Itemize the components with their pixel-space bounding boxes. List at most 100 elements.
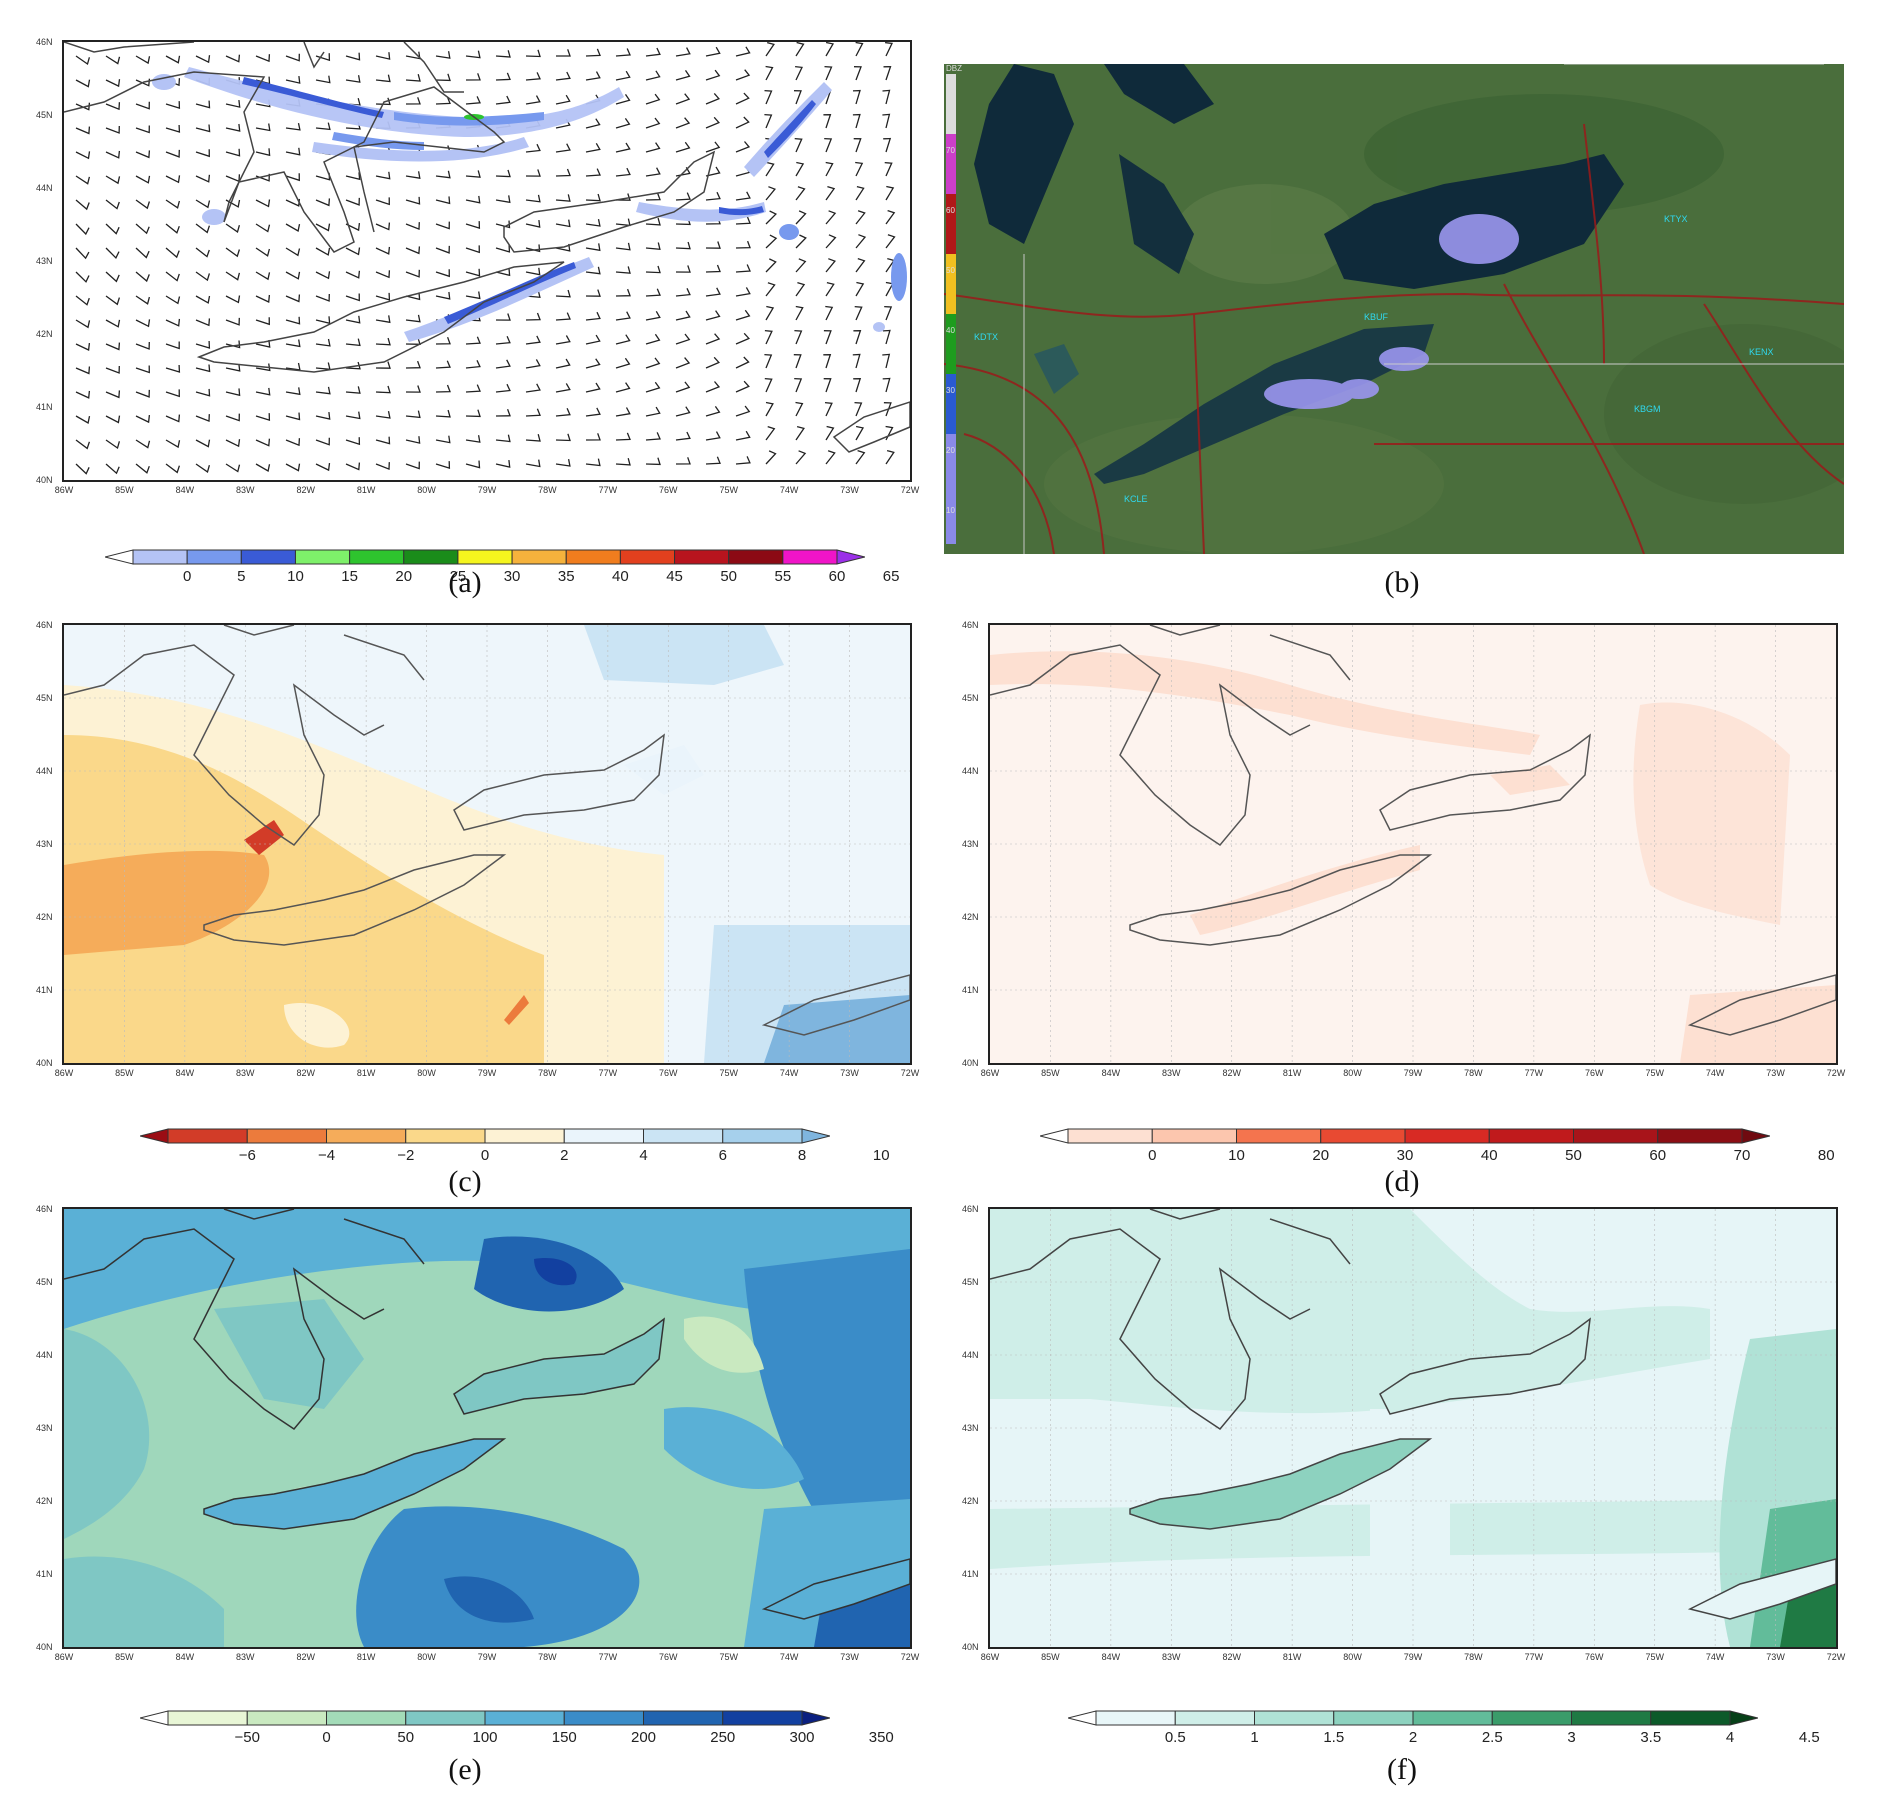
wind-barb [405, 314, 421, 323]
wind-barb [495, 434, 511, 443]
wind-barb [105, 247, 120, 260]
wind-barb [135, 101, 150, 110]
wind-barb [135, 463, 150, 474]
lon-tick-label: 82W [296, 1068, 315, 1078]
wind-barb [585, 433, 601, 441]
colorbar-extend-low [1068, 1710, 1097, 1726]
panel-c: 46N 45N 44N 43N 42N 41N 40N 86W 85W 84W 83W 82W 81W… [0, 615, 940, 1205]
colorbar-tick-label: 250 [710, 1729, 736, 1746]
colorbar-segment [722, 1710, 803, 1726]
lat-tick-label: 44N [36, 766, 53, 776]
wind-barb [823, 330, 832, 345]
lon-tick-label: 77W [598, 1652, 618, 1662]
lon-tick-label: 77W [1524, 1652, 1544, 1662]
wind-barb [345, 293, 360, 302]
wind-barb [585, 48, 601, 57]
panel-b: DBZ 80 70 60 50 40 30 20 10 KDTX KBUF KTYX KBGM KEN… [940, 0, 1884, 599]
wind-barb [825, 258, 836, 273]
colorbar-segment [186, 549, 242, 565]
wind-barb [255, 438, 271, 447]
wind-barb [645, 47, 661, 57]
colorbar-tick-label: 10 [1228, 1147, 1245, 1164]
wind-barb [435, 96, 451, 105]
lon-tick-label: 82W [1222, 1068, 1241, 1078]
wind-barb [555, 312, 571, 321]
wind-barb [645, 432, 661, 441]
wind-barb [765, 401, 774, 417]
wind-barb [884, 161, 893, 177]
colorbar-tick-label: 3 [1567, 1729, 1576, 1746]
wind-barb [645, 192, 661, 201]
wind-barb [765, 210, 778, 225]
panel-f-colorbar [1068, 1710, 1758, 1726]
wind-barb [525, 220, 541, 228]
wind-barb [105, 199, 120, 210]
wind-barb [555, 433, 571, 442]
wind-barb [375, 292, 391, 301]
lon-tick-label: 80W [417, 1652, 436, 1662]
colorbar-segment [1657, 1128, 1743, 1144]
wind-barb [345, 52, 361, 61]
wind-barb [465, 268, 481, 277]
colorbar-segment [132, 549, 188, 565]
wind-barb [585, 311, 601, 321]
wind-barb [883, 66, 892, 81]
wind-barb [135, 199, 151, 210]
wind-barb [585, 407, 601, 417]
wind-barb [225, 54, 241, 63]
colorbar-segment [326, 1710, 407, 1726]
wind-barb [465, 245, 480, 254]
wind-barb [345, 270, 361, 279]
lat-tick-label: 45N [36, 110, 53, 120]
wind-barb [375, 270, 391, 279]
wind-barb [195, 364, 211, 373]
colorbar-tick-label: −6 [238, 1147, 256, 1164]
wind-barb [794, 377, 803, 393]
radar-station-label: KBUF [1364, 312, 1389, 322]
radar-tick-label: 70 [946, 146, 955, 155]
wind-barb [705, 356, 720, 369]
wind-barb [345, 223, 361, 232]
colorbar-segment [246, 1710, 327, 1726]
wind-barb [375, 361, 391, 369]
lat-tick-label: 45N [36, 1277, 53, 1287]
colorbar-extend-high [801, 1710, 830, 1726]
wind-barb [585, 142, 601, 153]
lat-tick-label: 42N [36, 912, 53, 922]
wind-barb [345, 462, 361, 471]
wind-barb [195, 124, 211, 133]
wind-barb [645, 357, 661, 369]
grid-lines [990, 1209, 1836, 1647]
wind-barb [495, 95, 511, 105]
wind-barb [585, 458, 601, 467]
wind-barb [165, 341, 180, 350]
lon-tick-label: 73W [840, 1068, 859, 1078]
lon-tick-label: 81W [356, 1652, 376, 1662]
lat-tick-label: 43N [962, 1423, 979, 1433]
panel-a: 46N 45N 44N 43N 42N 41N 40N 86W 85W 84W 83W 82W 81W… [0, 0, 940, 599]
wind-barb [375, 436, 391, 445]
wind-barb [405, 436, 421, 444]
wind-barb [135, 175, 151, 184]
wind-barb [795, 281, 806, 297]
wind-barb [375, 337, 391, 346]
wind-barb [795, 258, 807, 273]
wind-barb [165, 223, 180, 234]
wind-barb [585, 193, 601, 202]
colorbar-segment [565, 549, 621, 565]
lon-tick-label: 72W [900, 1652, 920, 1662]
lon-tick-label: 79W [477, 1652, 497, 1662]
wind-barb [555, 168, 571, 177]
wind-barb [555, 289, 571, 298]
wind-barb [285, 53, 300, 62]
wind-barb [675, 381, 691, 393]
wind-barb [405, 461, 420, 470]
lon-tick-label: 83W [1162, 1652, 1181, 1662]
wind-barb [375, 315, 391, 324]
colorbar-tick-label: 30 [503, 568, 521, 585]
wind-barb [225, 100, 241, 108]
wind-barb [585, 358, 601, 369]
wind-barb [495, 336, 511, 345]
wind-barb [765, 282, 776, 297]
colorbar-segment [1404, 1128, 1490, 1144]
